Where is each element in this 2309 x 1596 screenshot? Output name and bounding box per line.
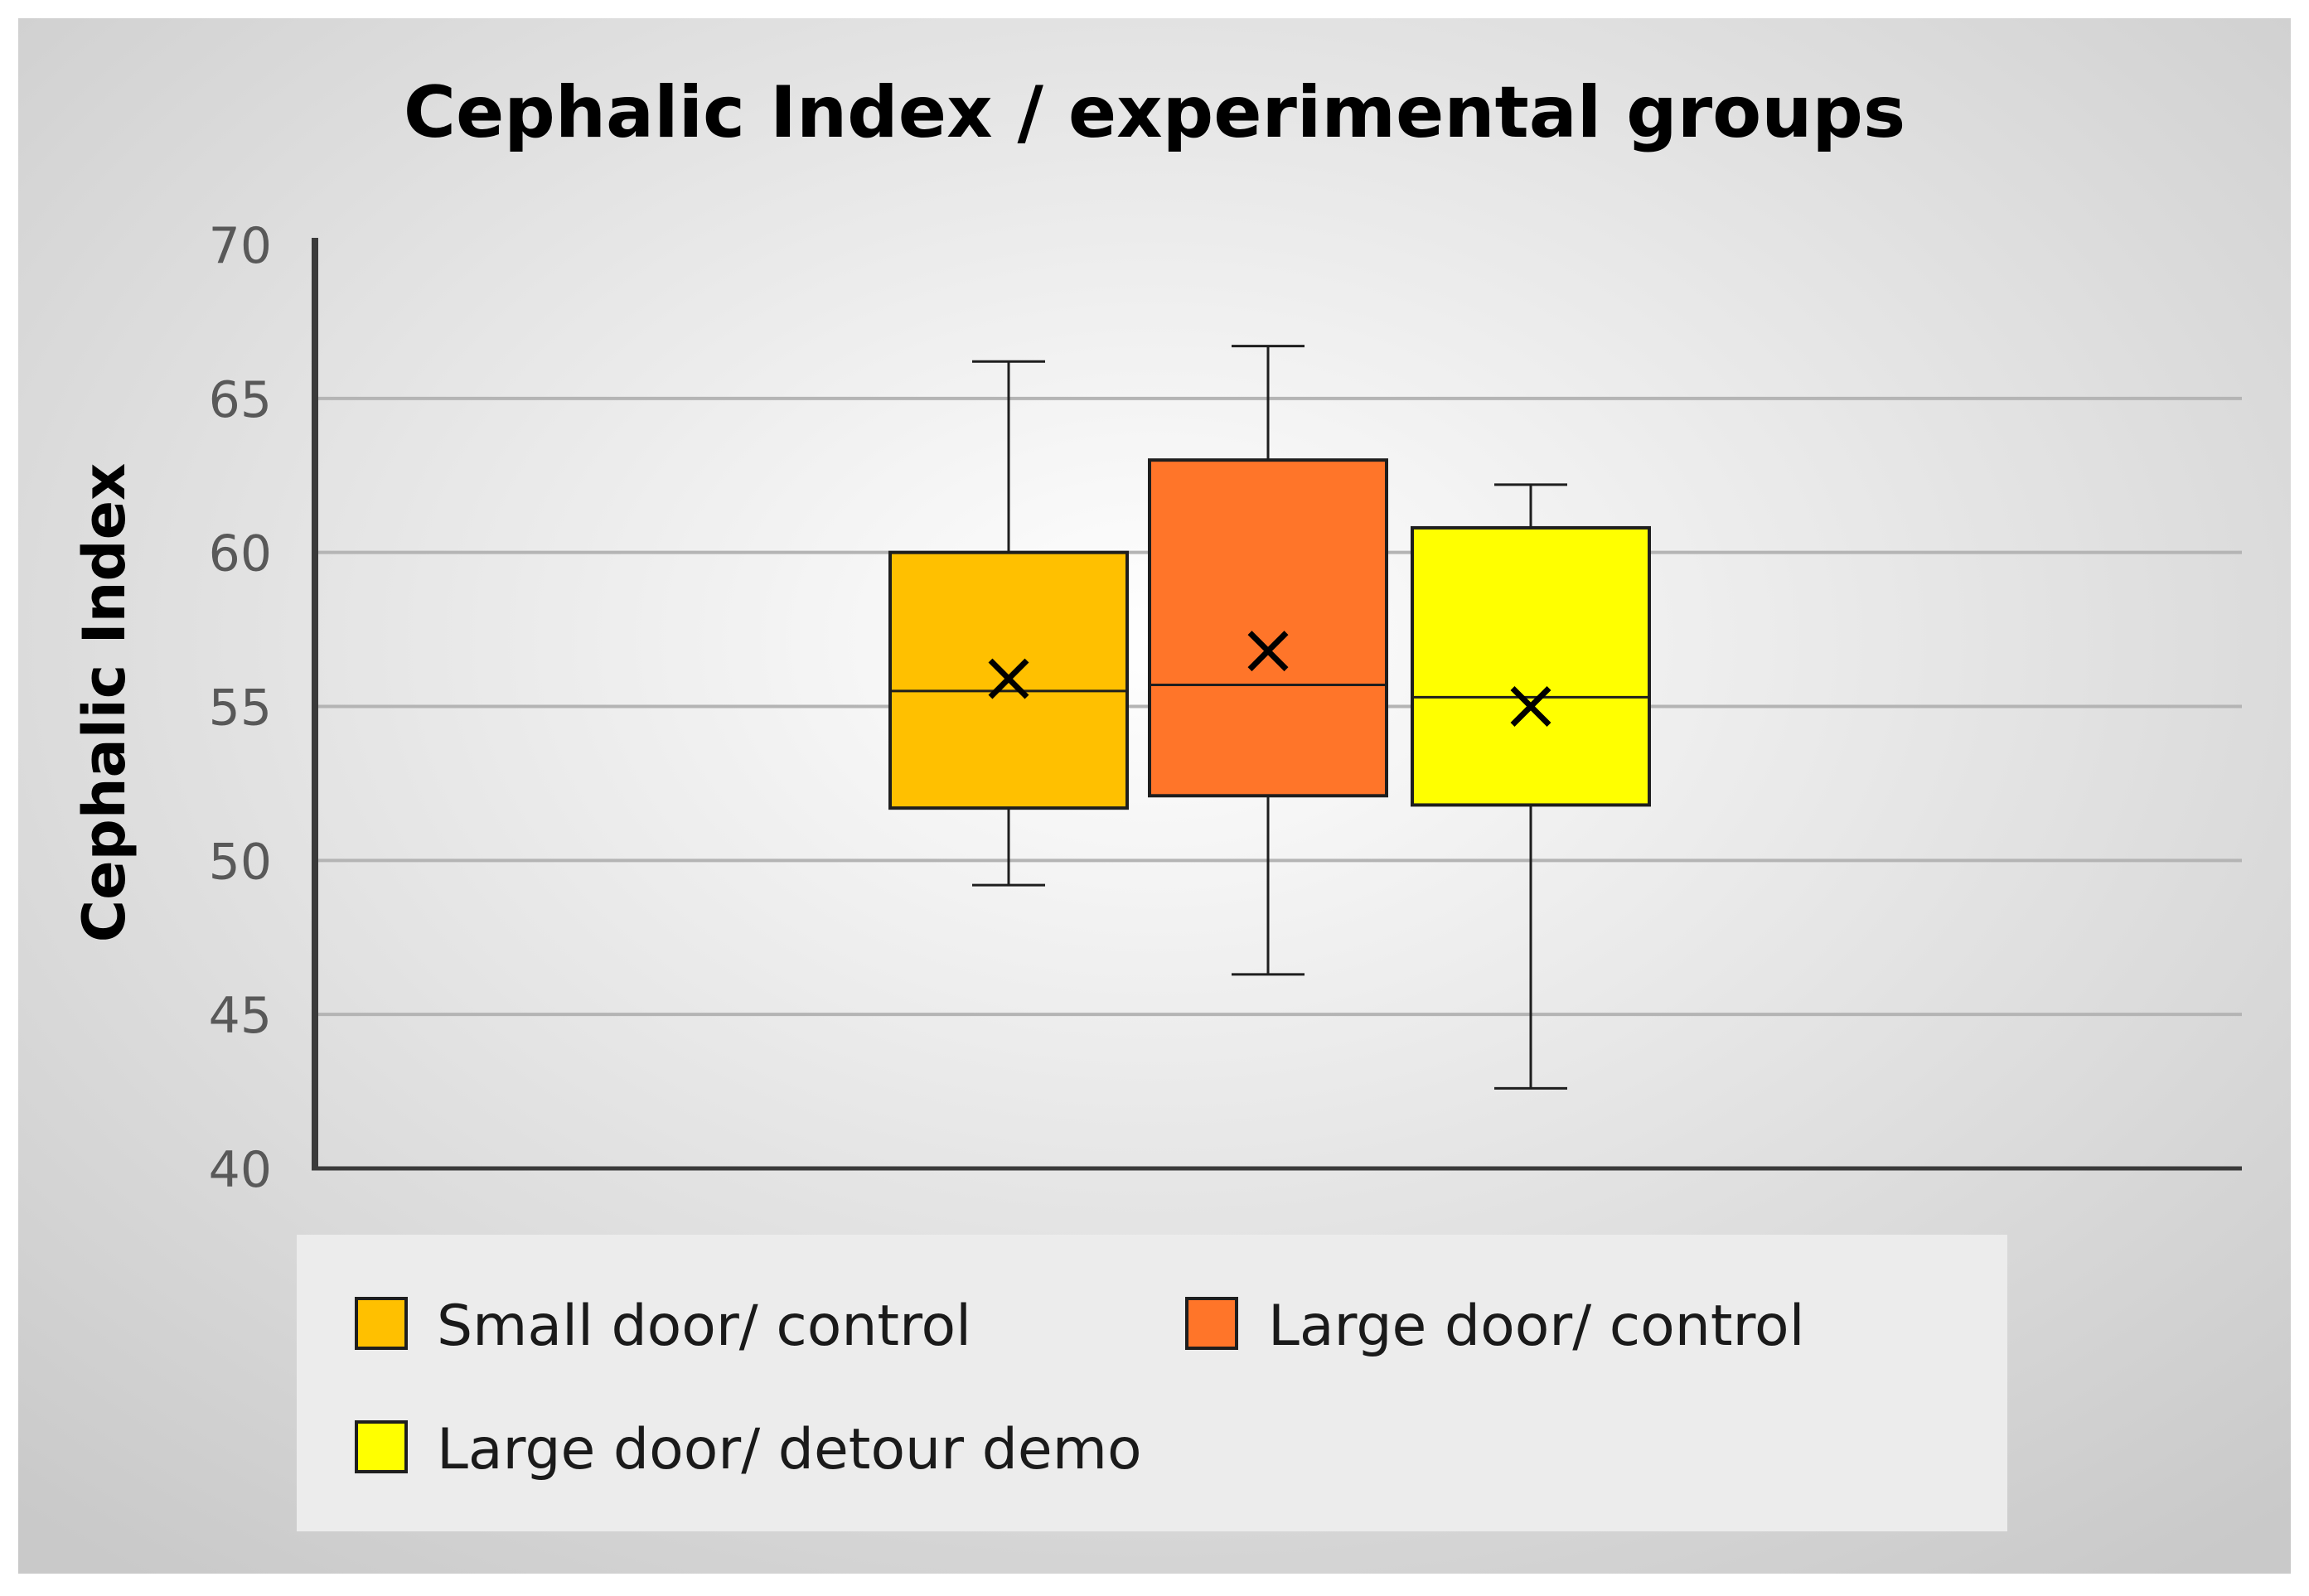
y-tick-label: 40 bbox=[209, 1141, 272, 1199]
legend-item: Large door/ control bbox=[1185, 1294, 1805, 1359]
mean-marker bbox=[988, 658, 1029, 699]
legend-item: Small door/ control bbox=[355, 1294, 971, 1359]
y-tick-label: 65 bbox=[209, 371, 272, 429]
y-tick-label: 70 bbox=[209, 217, 272, 275]
legend-label: Small door/ control bbox=[437, 1294, 971, 1359]
legend-label: Large door/ detour demo bbox=[437, 1417, 1142, 1482]
y-axis-label: Cephalic Index bbox=[70, 463, 138, 943]
chart-title: Cephalic Index / experimental groups bbox=[404, 71, 1905, 154]
y-tick-label: 60 bbox=[209, 525, 272, 583]
legend-label: Large door/ control bbox=[1268, 1294, 1805, 1359]
legend-box bbox=[297, 1235, 2007, 1531]
mean-marker-stroke bbox=[1510, 686, 1551, 727]
y-tick-labels: 40 45 50 55 60 65 70 bbox=[209, 217, 272, 1199]
boxplot-series bbox=[888, 345, 1651, 1090]
y-tick-label: 55 bbox=[209, 680, 272, 738]
legend-swatch bbox=[355, 1297, 408, 1350]
legend-item: Large door/ detour demo bbox=[355, 1417, 1142, 1482]
mean-marker-stroke bbox=[988, 658, 1029, 699]
legend-swatch bbox=[1185, 1297, 1238, 1350]
box-group bbox=[1411, 483, 1651, 1090]
mean-marker bbox=[1510, 686, 1551, 727]
box-iqr bbox=[1411, 525, 1651, 807]
box-iqr bbox=[1148, 458, 1388, 798]
legend: Small door/ control Large door/ control La… bbox=[355, 1294, 1805, 1482]
mean-marker-stroke bbox=[1247, 631, 1289, 672]
legend-swatch bbox=[355, 1420, 408, 1473]
y-tick-label: 50 bbox=[209, 833, 272, 891]
box-group bbox=[1148, 345, 1388, 976]
box-group bbox=[888, 360, 1129, 887]
y-tick-label: 45 bbox=[209, 987, 272, 1045]
mean-marker bbox=[1247, 631, 1289, 672]
axes bbox=[312, 238, 2242, 1171]
